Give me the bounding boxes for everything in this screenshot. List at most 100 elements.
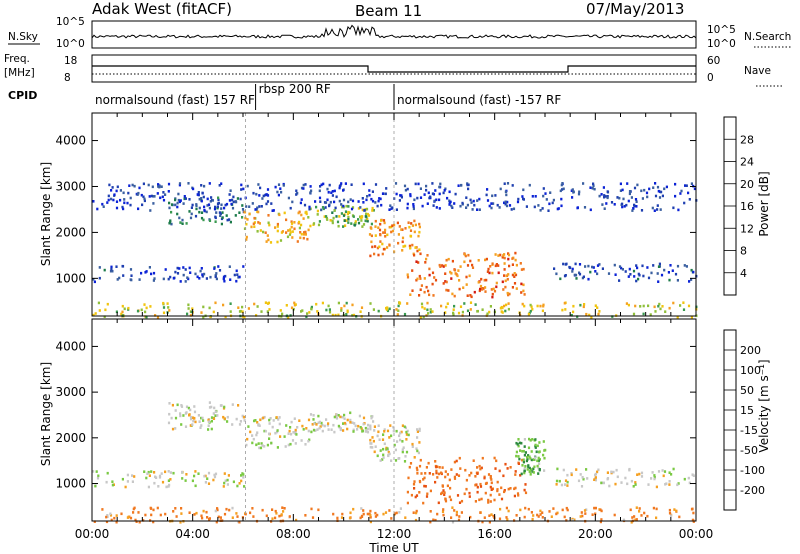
echo-cell [692,511,695,515]
echo-cell [589,208,592,212]
echo-cell [503,182,506,185]
echo-cell [404,516,407,519]
echo-cell [382,447,385,451]
echo-cell [201,516,204,520]
echo-cell [201,416,204,420]
echo-cell [223,472,226,475]
echo-cell [153,195,156,198]
echo-cell [643,188,646,192]
echo-cell [350,183,353,186]
echo-cell [201,191,204,195]
echo-cell [466,183,469,187]
echo-cell [446,302,449,305]
echo-cell [450,277,453,280]
echo-cell [185,411,188,414]
echo-cell [281,312,284,316]
echo-cell [562,187,565,191]
echo-cell [504,200,507,204]
echo-cell [200,197,203,200]
echo-cell [585,508,588,511]
echo-cell [443,493,446,496]
echo-cell [174,270,177,274]
echo-cell [366,219,369,223]
echo-cell [223,405,226,409]
echo-cell [426,492,429,496]
echo-cell [483,476,486,480]
echo-cell [413,253,416,257]
echo-cell [416,449,419,453]
echo-cell [300,223,303,227]
echo-cell [377,226,380,229]
echo-cell [339,184,342,187]
echo-cell [106,515,109,518]
echo-cell [568,265,571,269]
echo-cell [198,206,201,210]
echo-cell [362,422,365,426]
echo-cell [267,221,270,225]
echo-cell [343,421,346,425]
nave-tick-top: 60 [707,55,720,67]
echo-cell [374,219,377,223]
echo-cell [325,215,328,218]
echo-cell [396,313,399,316]
echo-cell [494,194,497,197]
echo-cell [444,475,447,479]
echo-cell [423,484,426,488]
echo-cell [419,196,423,199]
colorbar-tick-label: -100 [740,464,765,477]
echo-cell [112,198,115,202]
echo-cell [352,215,355,218]
echo-cell [491,194,494,198]
echo-cell [121,264,124,268]
echo-cell [541,207,544,210]
echo-cell [576,315,579,318]
echo-cell [210,405,213,409]
echo-cell [193,417,196,420]
echo-cell [276,430,279,434]
echo-cell [687,476,690,480]
echo-cell [169,275,172,279]
echo-cell [217,198,220,202]
echo-cell [202,315,205,319]
echo-cell [601,203,604,206]
echo-cell [320,208,323,212]
echo-cell [468,491,471,495]
echo-cell [101,202,104,206]
echo-cell [184,425,188,428]
echo-cell [342,198,346,202]
echo-cell [491,292,494,296]
echo-cell [482,287,485,290]
echo-cell [262,416,265,420]
echo-cell [137,191,140,195]
echo-cell [571,518,575,522]
echo-cell [469,308,472,311]
echo-cell [391,224,394,227]
echo-cell [202,195,205,199]
echo-cell [97,301,100,305]
echo-cell [379,233,382,237]
echo-cell [168,201,171,205]
echo-cell [310,430,313,434]
echo-cell [178,216,181,220]
echo-cell [452,308,455,311]
echo-cell [654,310,657,313]
echo-cell [635,205,638,208]
echo-cell [422,478,425,481]
echo-cell [300,439,303,442]
echo-cell [474,483,477,487]
echo-cell [447,289,450,292]
echo-cell [398,225,401,228]
echo-cell [382,247,385,251]
echo-cell [459,265,462,268]
echo-cell [592,266,595,269]
echo-cell [480,466,483,470]
echo-cell [451,520,455,524]
echo-cell [190,417,193,421]
echo-cell [683,264,686,267]
echo-cell [181,222,184,225]
echo-cell [683,201,686,205]
echo-cell [188,511,191,514]
echo-cell [453,202,456,205]
echo-cell [152,195,155,198]
echo-cell [228,193,231,196]
